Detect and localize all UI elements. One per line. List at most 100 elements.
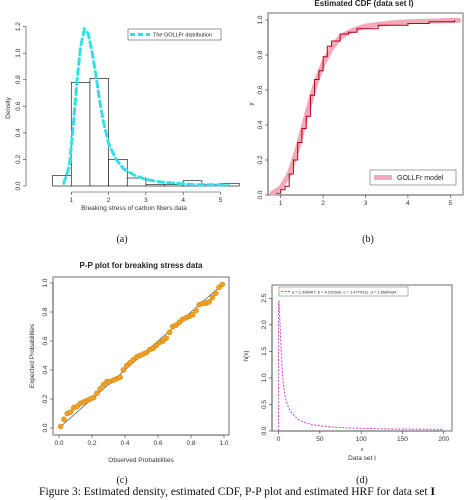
pp-point (212, 290, 219, 296)
y-tick-label: 0.0 (257, 190, 264, 199)
pp-point (61, 416, 67, 423)
density-curve (62, 26, 230, 187)
x-axis-label: Breaking stress of carbon fibers data (81, 205, 187, 212)
y-tick-label: 0.2 (42, 394, 49, 403)
x-tick-label: 2 (321, 200, 325, 207)
panel-a-density-histogram: The GOLLFr distribution Density Breaking… (5, 22, 240, 245)
x-tick-label: 1 (279, 200, 283, 207)
model-cdf-line (269, 17, 462, 196)
pp-point (117, 374, 123, 381)
y-tick-label: 0.0 (261, 426, 268, 435)
x-tick-label: 4 (406, 200, 410, 207)
plot-frame (267, 12, 464, 196)
x-tick-label: 0.8 (186, 440, 195, 447)
pp-point (57, 423, 64, 430)
x-tick-label: 0.2 (87, 440, 96, 447)
y-tick-label: 0.6 (42, 336, 49, 345)
histogram-bar (52, 175, 72, 187)
x-axis-label: Observed Probabilities (108, 457, 174, 464)
legend-box (369, 169, 457, 186)
plot-title: Estimated CDF (data set I) (314, 0, 413, 8)
y-tick-label: 0.5 (261, 400, 268, 409)
pp-point (219, 281, 226, 288)
x-tick-label: 0.6 (153, 440, 162, 447)
panel-label-d: (d) (356, 475, 368, 486)
x-tick-label: 5 (448, 200, 452, 207)
y-tick-label: 2.0 (261, 320, 268, 329)
panel-b-cdf: Estimated CDF (data set I) y GOLLFr mode… (248, 0, 464, 245)
panel-label-c: (c) (116, 475, 127, 486)
y-axis-label: Density (5, 96, 12, 118)
y-tick-label: 1.0 (42, 278, 49, 287)
x-tick-label: 3 (364, 200, 368, 207)
pp-point (189, 312, 196, 318)
empirical-cdf-line (276, 20, 455, 194)
y-tick-label: 0.8 (15, 75, 22, 84)
plot-frame (271, 284, 453, 432)
y-tick-label: 0.0 (42, 423, 49, 432)
x-tick-label: 100 (356, 436, 367, 443)
legend-entry-label: The GOLLFr distribution (153, 33, 212, 39)
panel-label-b: (b) (362, 234, 374, 245)
y-tick-label: 1.0 (257, 15, 264, 24)
legend-entry-label: GOLLFr model (397, 175, 444, 182)
y-axis-label: y (248, 102, 255, 106)
x-tick-label: 3 (144, 197, 148, 204)
pp-point (94, 390, 100, 397)
y-tick-label: 0.6 (257, 85, 264, 94)
figure-caption: Figure 3: Estimated density, estimated C… (0, 486, 474, 498)
pp-point (120, 367, 127, 373)
y-tick-label: 0.2 (15, 155, 22, 164)
y-tick-label: 0.0 (15, 181, 22, 190)
caption-dataset-label: I (430, 486, 435, 498)
legend-entry-label: a = 1.996407, b = 4.102600, c = 1.477911… (292, 290, 397, 295)
legend-box (127, 28, 222, 41)
x-axis-small-label: x (361, 447, 364, 453)
histogram-bar (89, 78, 109, 187)
histogram-bar (145, 184, 165, 187)
x-tick-label: 0.0 (54, 440, 63, 447)
x-tick-label: 200 (438, 436, 449, 443)
pp-point (90, 394, 97, 401)
pp-point (166, 329, 173, 336)
plot-title: P-P plot for breaking stress data (80, 261, 204, 270)
y-tick-label: 0.4 (42, 365, 49, 374)
y-tick-label: 0.4 (15, 128, 22, 137)
y-tick-label: 0.8 (42, 307, 49, 316)
hazard-curve (278, 300, 444, 430)
pp-point (163, 335, 170, 341)
y-tick-label: 2.5 (261, 293, 268, 302)
x-axis-label: Data set I (348, 455, 376, 462)
histogram-bar (126, 177, 147, 187)
panel-c-pp-plot: P-P plot for breaking stress data Expect… (29, 261, 230, 486)
y-tick-label: 1.2 (15, 22, 22, 31)
pp-point (206, 299, 212, 305)
x-tick-label: 150 (397, 436, 408, 443)
histogram-bar (70, 82, 91, 187)
panel-d-hazard-rate: h(x) a = 1.996407, b = 4.102600, c = 1.4… (243, 284, 453, 486)
pp-point (193, 307, 199, 314)
panel-label-a: (a) (116, 234, 127, 245)
caption-text: Figure 3: Estimated density, estimated C… (39, 486, 431, 498)
y-tick-label: 0.4 (257, 120, 264, 129)
y-tick-label: 1.0 (15, 48, 22, 57)
y-tick-label: 1.5 (261, 346, 268, 355)
x-tick-label: 5 (219, 197, 223, 204)
legend-box (278, 286, 409, 297)
y-tick-label: 1.0 (261, 373, 268, 382)
x-tick-label: 1.0 (219, 440, 228, 447)
y-tick-label: 0.6 (15, 101, 22, 110)
y-axis-label: Expected Probabilities (29, 323, 36, 388)
pp-point (209, 294, 216, 301)
x-tick-label: 0 (277, 436, 281, 443)
y-axis-label: h(x) (243, 350, 250, 361)
pp-point (67, 409, 74, 415)
y-tick-label: 0.8 (257, 50, 264, 59)
pp-point (97, 386, 104, 392)
y-tick-label: 0.2 (257, 155, 264, 164)
x-tick-label: 50 (316, 436, 324, 443)
x-tick-label: 1 (69, 197, 73, 204)
x-tick-label: 2 (107, 197, 111, 204)
x-tick-label: 0.4 (120, 440, 129, 447)
